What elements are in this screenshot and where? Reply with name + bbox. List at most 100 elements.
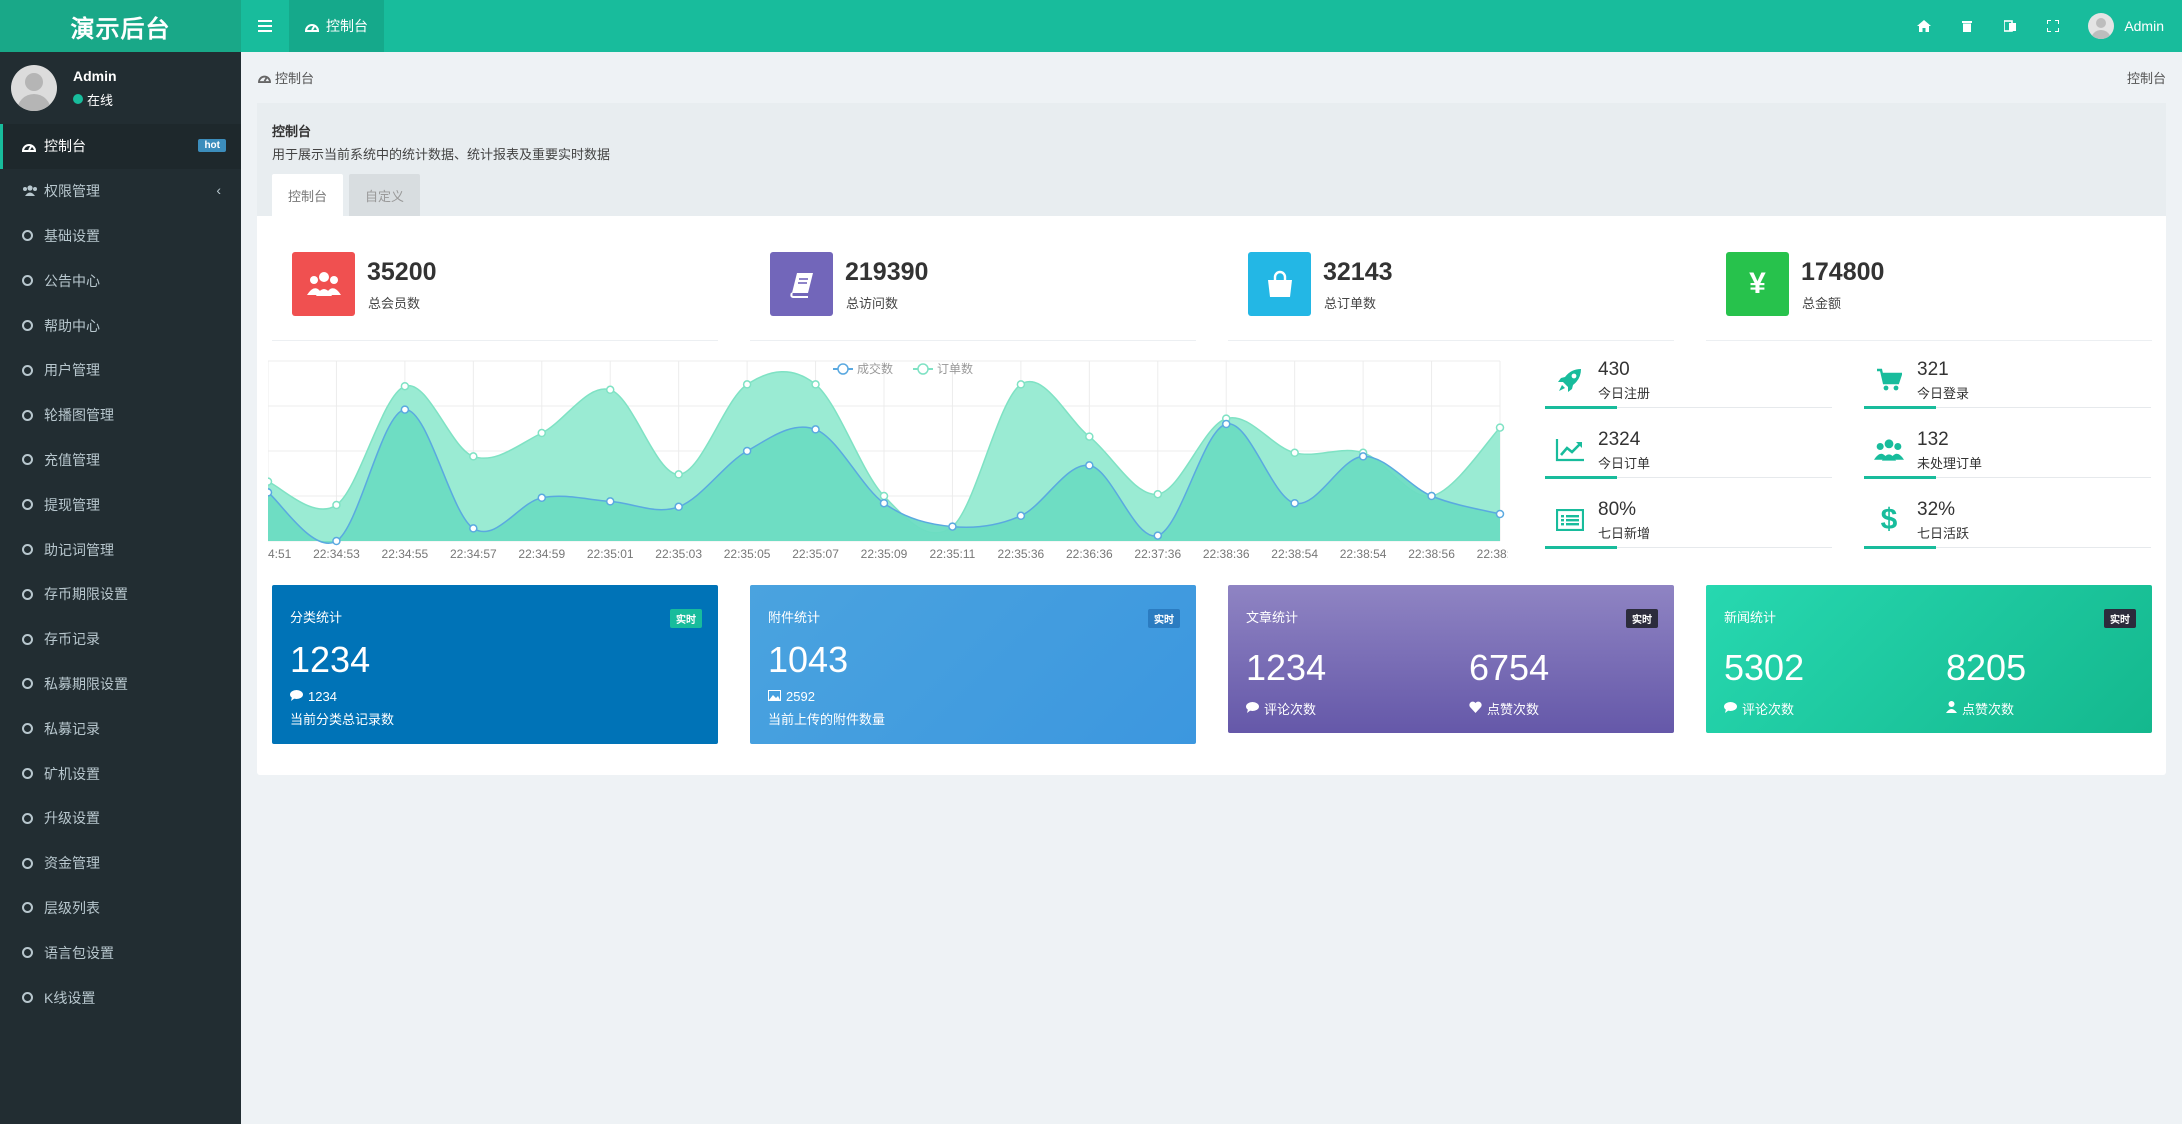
top-user-menu[interactable]: Admin [2074,13,2164,39]
sidebar-item-dashboard[interactable]: 控制台 hot [0,124,241,169]
data-point [268,477,273,486]
sidebar-item-label: 私募记录 [44,720,100,737]
sidebar-item-mnemonic[interactable]: 助记词管理 [0,527,241,572]
sidebar-item-private-term[interactable]: 私募期限设置 [0,662,241,707]
data-point [1290,448,1299,458]
data-point [1085,432,1094,441]
mini-stat-value: 430 [1598,359,1630,380]
data-point [1016,511,1026,521]
tab-dashboard[interactable]: 控制台 [272,174,344,216]
sidebar-item-deposit-records[interactable]: 存币记录 [0,617,241,662]
mini-stat-login: 321 今日登录 [1864,355,2151,425]
stat-visits: 219390 总访问数 [750,252,1196,341]
sidebar-item-levels[interactable]: 层级列表 [0,886,241,931]
app-logo[interactable]: 演示后台 [0,0,241,52]
user-status: 在线 [73,90,117,109]
data-point [811,380,820,389]
data-point [811,425,820,434]
tab-custom[interactable]: 自定义 [349,174,421,216]
data-point [1016,380,1026,389]
sidebar-item-label: 语言包设置 [44,944,114,961]
sidebar-item-users[interactable]: 用户管理 [0,348,241,393]
avatar [11,65,57,111]
language-icon[interactable] [1988,0,2031,52]
sidebar-item-language[interactable]: 语言包设置 [0,930,241,975]
stat-label: 总会员数 [368,296,421,311]
mini-stat-label: 七日新增 [1598,526,1651,541]
circle-icon [22,588,33,600]
card-description: 当前分类总记录数 [290,712,395,727]
stat-label: 总金额 [1802,296,1842,311]
sidebar-item-label: 控制台 [44,138,86,155]
data-point [1290,498,1299,508]
x-tick-label: 22:38:58 [1477,547,1508,561]
sidebar-item-label: 提现管理 [44,496,100,513]
dashboard-icon [305,24,319,32]
data-point [332,536,341,546]
circle-icon [22,812,33,824]
card-title: 新闻统计 [1724,610,1777,625]
dashboard-icon [258,75,271,83]
sidebar-item-private-records[interactable]: 私募记录 [0,706,241,751]
stat-value: 174800 [1801,258,1885,286]
card-value: 5302 [1724,647,1805,688]
comment-icon [1724,701,1737,716]
trash-icon[interactable] [1945,0,1988,52]
shopping-cart-icon [1872,365,1906,395]
menu-toggle-icon[interactable] [241,0,289,52]
avatar [2088,13,2115,39]
sidebar-item-label: 权限管理 [44,183,100,200]
x-tick-label: 22:38:54 [1340,547,1387,561]
x-tick-label: 22:35:05 [724,547,771,561]
series-line-orders [268,371,1501,534]
sidebar-item-label: 存币期限设置 [44,586,128,603]
card-description: 当前上传的附件数量 [768,712,886,727]
sidebar-item-label: 帮助中心 [44,317,100,334]
mini-stat-register: 430 今日注册 [1545,355,1832,425]
sidebar-item-label: 层级列表 [44,899,100,916]
mini-stat-value: 321 [1917,359,1949,380]
sidebar-menu: 控制台 hot 权限管理 ‹ 基础设置 公告中心 帮助中心 用户管理 轮播图管理… [0,124,241,1020]
sidebar-item-withdraw[interactable]: 提现管理 [0,482,241,527]
sidebar-item-funds[interactable]: 资金管理 [0,841,241,886]
sidebar-item-recharge[interactable]: 充值管理 [0,438,241,483]
sidebar-item-basic-settings[interactable]: 基础设置 [0,214,241,259]
data-point [879,491,889,501]
sidebar-item-upgrade[interactable]: 升级设置 [0,796,241,841]
dashboard-icon [22,140,42,153]
comment-icon [290,689,303,704]
data-point [1153,531,1163,540]
x-tick-label: 22:35:01 [587,547,634,561]
mini-stat-label: 未处理订单 [1917,456,1983,471]
home-icon[interactable] [1902,0,1945,52]
mini-stat-orders: 2324 今日订单 [1545,425,1832,495]
fullscreen-icon[interactable] [2031,0,2074,52]
data-point [1495,423,1505,432]
legend-marker [917,363,929,375]
sidebar-item-label: 用户管理 [44,362,100,379]
breadcrumb-item[interactable]: 控制台 [275,71,315,86]
circle-icon [22,454,33,466]
sidebar-item-carousel[interactable]: 轮播图管理 [0,393,241,438]
circle-icon [22,857,33,869]
circle-icon [22,902,33,914]
sidebar-item-miner[interactable]: 矿机设置 [0,751,241,796]
x-tick-label: 22:34:57 [450,547,497,561]
sidebar-item-label: 资金管理 [44,855,100,872]
mini-stat-label: 今日登录 [1917,386,1970,401]
x-tick-label: 22:34:51 [268,547,292,561]
data-point [1085,461,1094,470]
sidebar-item-label: 矿机设置 [44,765,100,782]
users-icon [292,252,355,316]
data-point [605,497,615,506]
sidebar-item-deposit-term[interactable]: 存币期限设置 [0,572,241,617]
data-point [537,493,547,503]
line-chart-icon [1553,435,1587,465]
stat-amount: ¥ 174800 总金额 [1706,252,2152,341]
sidebar-item-kline[interactable]: K线设置 [0,975,241,1020]
sidebar-item-permissions[interactable]: 权限管理 ‹ [0,169,241,214]
sidebar-item-help[interactable]: 帮助中心 [0,303,241,348]
sidebar-item-announcements[interactable]: 公告中心 [0,258,241,303]
nav-tab-dashboard[interactable]: 控制台 [289,0,384,52]
card-category-stats: 分类统计 实时 1234 1234 当前分类总记录数 [272,585,718,744]
